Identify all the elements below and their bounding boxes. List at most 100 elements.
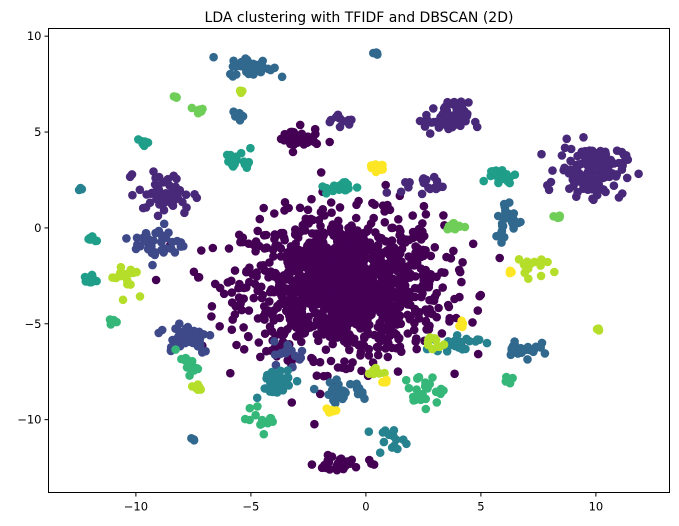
data-point — [364, 351, 374, 360]
data-point — [227, 298, 237, 307]
data-point — [579, 133, 588, 142]
data-point — [404, 383, 414, 393]
data-point — [438, 110, 447, 120]
data-point — [307, 353, 316, 363]
data-point — [261, 384, 270, 393]
data-point — [207, 312, 216, 321]
data-point — [181, 190, 191, 199]
data-point — [614, 193, 624, 202]
data-point — [208, 243, 218, 253]
data-point — [253, 402, 262, 411]
data-point — [187, 103, 197, 113]
data-point — [383, 338, 392, 347]
x-tick-label: −5 — [242, 500, 259, 514]
data-point — [446, 253, 456, 263]
data-point — [236, 148, 246, 158]
data-point — [332, 465, 342, 475]
data-point — [353, 305, 363, 315]
data-point — [346, 379, 355, 389]
data-point — [235, 279, 244, 289]
data-point — [370, 330, 379, 340]
data-point — [292, 376, 302, 386]
data-point — [622, 173, 632, 183]
data-point — [227, 325, 237, 335]
data-point — [128, 190, 137, 200]
data-point — [170, 248, 180, 257]
data-point — [249, 293, 259, 303]
data-point — [118, 295, 128, 305]
data-point — [351, 243, 360, 252]
data-point — [396, 187, 406, 197]
data-point — [199, 330, 208, 339]
x-tick-label: 5 — [477, 500, 484, 514]
data-point — [288, 147, 298, 157]
data-point — [242, 163, 252, 172]
data-point — [406, 269, 415, 279]
data-point — [520, 261, 529, 270]
data-point — [336, 282, 345, 292]
data-point — [269, 252, 278, 261]
data-point — [425, 275, 435, 285]
data-point — [432, 398, 442, 407]
data-point — [154, 328, 163, 338]
data-point — [276, 244, 286, 253]
data-point — [187, 382, 197, 391]
data-point — [324, 275, 333, 284]
data-point — [295, 120, 305, 130]
data-point — [395, 284, 404, 294]
data-point — [587, 184, 596, 194]
data-point — [263, 306, 273, 315]
data-point — [281, 284, 291, 293]
data-point — [609, 181, 619, 190]
data-point — [432, 176, 442, 186]
data-point — [135, 185, 145, 195]
data-point — [352, 183, 362, 192]
data-point — [315, 357, 325, 367]
data-point — [185, 371, 194, 380]
data-point — [412, 344, 422, 354]
data-point — [516, 217, 525, 227]
data-point — [529, 345, 539, 354]
data-point — [265, 258, 274, 267]
y-tick-label: 0 — [34, 221, 41, 235]
data-point — [461, 116, 470, 126]
data-point — [401, 178, 410, 187]
data-point — [270, 350, 280, 360]
data-point — [444, 124, 453, 134]
data-point — [348, 358, 357, 367]
data-point — [383, 273, 393, 283]
data-point — [140, 236, 149, 245]
data-point — [143, 244, 153, 254]
data-point — [349, 255, 359, 265]
data-point — [309, 384, 319, 394]
data-point — [479, 176, 489, 186]
data-point — [391, 301, 401, 311]
data-point — [395, 274, 405, 283]
data-point — [348, 233, 358, 243]
data-point — [449, 246, 458, 256]
data-point — [189, 436, 199, 445]
data-point — [281, 349, 290, 358]
data-point — [270, 337, 279, 346]
data-point — [360, 333, 369, 343]
data-point — [413, 373, 423, 383]
data-point — [322, 189, 331, 198]
data-point — [323, 450, 333, 460]
data-point — [537, 149, 546, 159]
data-point — [313, 238, 323, 248]
data-point — [344, 312, 354, 322]
data-point — [339, 331, 349, 340]
data-point — [455, 321, 464, 331]
data-point — [253, 226, 262, 236]
data-point — [521, 345, 530, 355]
data-point — [180, 208, 189, 218]
data-point — [135, 292, 145, 301]
data-point — [418, 289, 427, 298]
data-point — [450, 369, 459, 379]
data-point — [417, 235, 426, 244]
data-point — [141, 203, 151, 212]
data-point — [598, 151, 607, 161]
x-tick-label: −10 — [124, 500, 148, 514]
data-point — [187, 361, 197, 370]
data-point — [303, 205, 313, 215]
